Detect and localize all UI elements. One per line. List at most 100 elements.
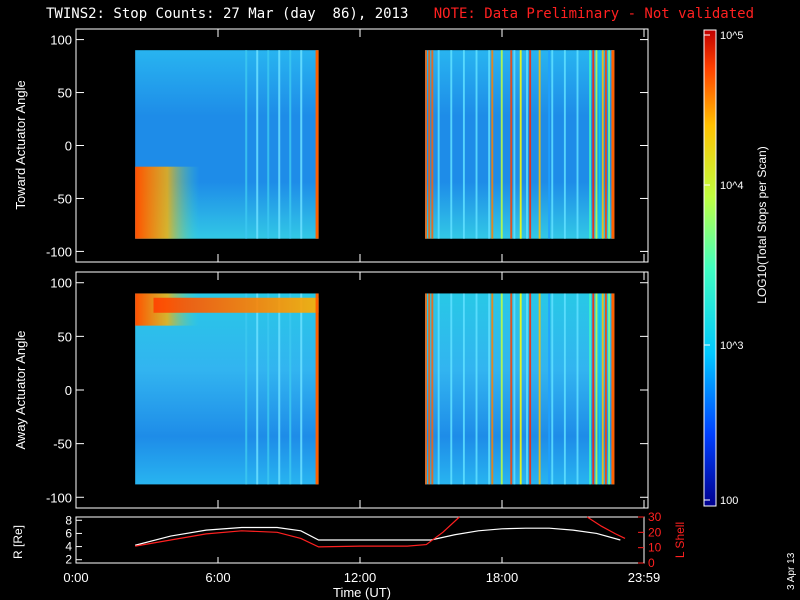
heatmap-stripe [601,293,604,485]
heatmap-edge [315,50,319,239]
heatmap-band [153,297,319,313]
heatmap-stripe [437,50,440,239]
away-y-axis: 100 50 0 -50 -100 [46,272,648,508]
heatmap-stripe [278,50,281,239]
x-tick-label: 6:00 [205,570,230,585]
toward-y-label: Toward Actuator Angle [13,80,28,209]
chart-title: TWINS2: Stop Counts: 27 Mar (day 86), 20… [0,6,800,22]
y-tick-label: 100 [50,33,72,48]
heatmap-stripe [538,50,541,239]
l-shell-series-line [586,516,626,540]
heatmap-stripe [510,293,513,485]
heatmap-stripe [500,293,503,485]
colorbar-gradient [704,30,716,506]
heatmap-stripe [267,293,270,485]
heatmap-stripe [431,50,434,239]
ephemeris-lines [135,516,626,548]
heatmap-stripe [595,293,598,485]
date-stamp: 3 Apr 13 [786,552,797,590]
heatmap-stripe [289,293,292,485]
heatmap-stripe [608,50,610,239]
heatmap-stripe [491,293,494,485]
heatmap-stripe [601,50,604,239]
l-shell-tick-label: 30 [648,510,662,524]
heatmap-stripe [519,293,522,485]
toward-y-axis: 100 50 0 -50 -100 [46,29,648,262]
colorbar-tick-label: 10^3 [720,340,744,352]
heatmap-stripe [608,293,610,485]
colorbar: 10^5 10^4 10^3 100 LOG10(Total Stops per Sc… [703,29,769,507]
colorbar-tick-label: 10^5 [720,30,744,42]
heatmap-stripe [491,50,494,239]
y-tick-label: 50 [58,86,72,101]
toward-panel: 100 50 0 -50 -100 Toward Actuator Angle [13,28,649,263]
x-tick-label: 18:00 [486,570,519,585]
heatmap-stripe [462,50,465,239]
preliminary-note: NOTE: Data Preliminary - Not validated [433,6,755,22]
y-tick-label: -100 [46,490,72,505]
heatmap-stripe [245,50,248,239]
heatmap-stripe [563,50,566,239]
heatmap-stripe [462,293,465,485]
heatmap-stripe [475,50,478,239]
heatmap-stripe [428,293,431,485]
heatmap-edge [611,50,615,239]
heatmap-stripe [598,50,601,239]
heatmap-stripe [548,50,551,239]
heatmap-stripe [450,293,453,485]
heatmap-stripe [576,293,579,485]
y-tick-label: -100 [46,244,72,259]
heatmap-stripe [529,50,532,239]
heatmap-stripe [300,50,303,239]
r-axis-label: R [Re] [11,525,25,559]
heatmap-stripe [475,293,478,485]
heatmap-stripe [513,293,516,485]
heatmap-stripe [278,293,281,485]
r-tick-label: 4 [65,540,72,554]
toward-heatmap [135,50,615,239]
y-tick-label: 0 [65,383,72,398]
away-heatmap [135,293,615,485]
heatmap-stripe [450,50,453,239]
heatmap-edge [315,293,319,485]
heatmap-stripe [576,50,579,239]
l-shell-tick-label: 20 [648,525,662,539]
colorbar-tick-label: 100 [720,495,738,507]
heatmap-stripe [529,293,532,485]
heatmap-stripe [519,50,522,239]
heatmap-stripe [604,293,607,485]
r-tick-label: 6 [65,526,72,540]
r-series-line [135,526,621,546]
away-panel: 100 50 0 -50 -100 Away Actuator Angle [13,271,649,509]
heatmap-stripe [595,50,598,239]
heatmap-stripe [437,293,440,485]
heatmap-stripe [300,293,303,485]
heatmap-stripe [598,293,601,485]
heatmap-stripe [256,293,259,485]
l-shell-tick-label: 10 [648,541,662,555]
title-text: TWINS2: Stop Counts: 27 Mar (day 86), 20… [45,6,409,22]
colorbar-label: LOG10(Total Stops per Scan) [755,146,769,303]
colorbar-ticks: 10^5 10^4 10^3 100 [704,30,744,507]
heatmap-stripe [431,293,434,485]
heatmap-stripe [563,293,566,485]
l-shell-series-line [135,516,460,548]
x-tick-label: 23:59 [628,570,661,585]
y-tick-label: 50 [58,329,72,344]
r-tick-label: 8 [65,513,72,527]
heatmap-stripe [589,50,592,239]
l-shell-axis-label: L Shell [673,522,687,558]
heatmap-stripe [428,50,431,239]
heatmap-stripe [538,293,541,485]
heatmap-stripe [526,293,528,485]
heatmap-stripe [245,293,248,485]
heatmap-stripe [500,50,503,239]
heatmap-stripe [256,50,259,239]
heatmap-stripe [589,293,592,485]
heatmap-stripe [488,50,491,239]
heatmap-stripe [548,293,551,485]
heatmap-edge [611,293,615,485]
heatmap-stripe [551,293,554,485]
l-shell-tick-label: 0 [648,556,655,570]
